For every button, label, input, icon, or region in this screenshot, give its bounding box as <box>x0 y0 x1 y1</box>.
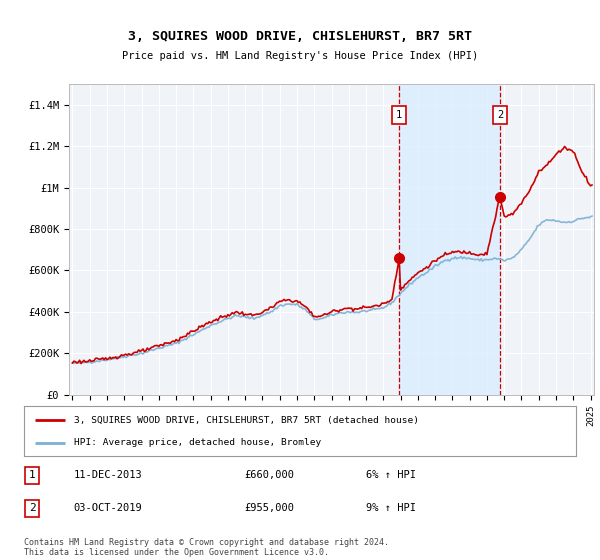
Text: 1: 1 <box>396 110 402 120</box>
Text: 9% ↑ HPI: 9% ↑ HPI <box>366 503 416 513</box>
Text: 6% ↑ HPI: 6% ↑ HPI <box>366 470 416 480</box>
Bar <box>399 84 500 395</box>
Text: 2: 2 <box>497 110 503 120</box>
Text: 1: 1 <box>29 470 35 480</box>
Text: £660,000: £660,000 <box>245 470 295 480</box>
Text: Contains HM Land Registry data © Crown copyright and database right 2024.
This d: Contains HM Land Registry data © Crown c… <box>24 538 389 557</box>
Text: £955,000: £955,000 <box>245 503 295 513</box>
Text: 3, SQUIRES WOOD DRIVE, CHISLEHURST, BR7 5RT: 3, SQUIRES WOOD DRIVE, CHISLEHURST, BR7 … <box>128 30 472 43</box>
Text: 03-OCT-2019: 03-OCT-2019 <box>74 503 142 513</box>
Text: 2: 2 <box>29 503 35 513</box>
Text: HPI: Average price, detached house, Bromley: HPI: Average price, detached house, Brom… <box>74 438 321 447</box>
Text: 3, SQUIRES WOOD DRIVE, CHISLEHURST, BR7 5RT (detached house): 3, SQUIRES WOOD DRIVE, CHISLEHURST, BR7 … <box>74 416 419 424</box>
Text: Price paid vs. HM Land Registry's House Price Index (HPI): Price paid vs. HM Land Registry's House … <box>122 51 478 61</box>
Text: 11-DEC-2013: 11-DEC-2013 <box>74 470 142 480</box>
